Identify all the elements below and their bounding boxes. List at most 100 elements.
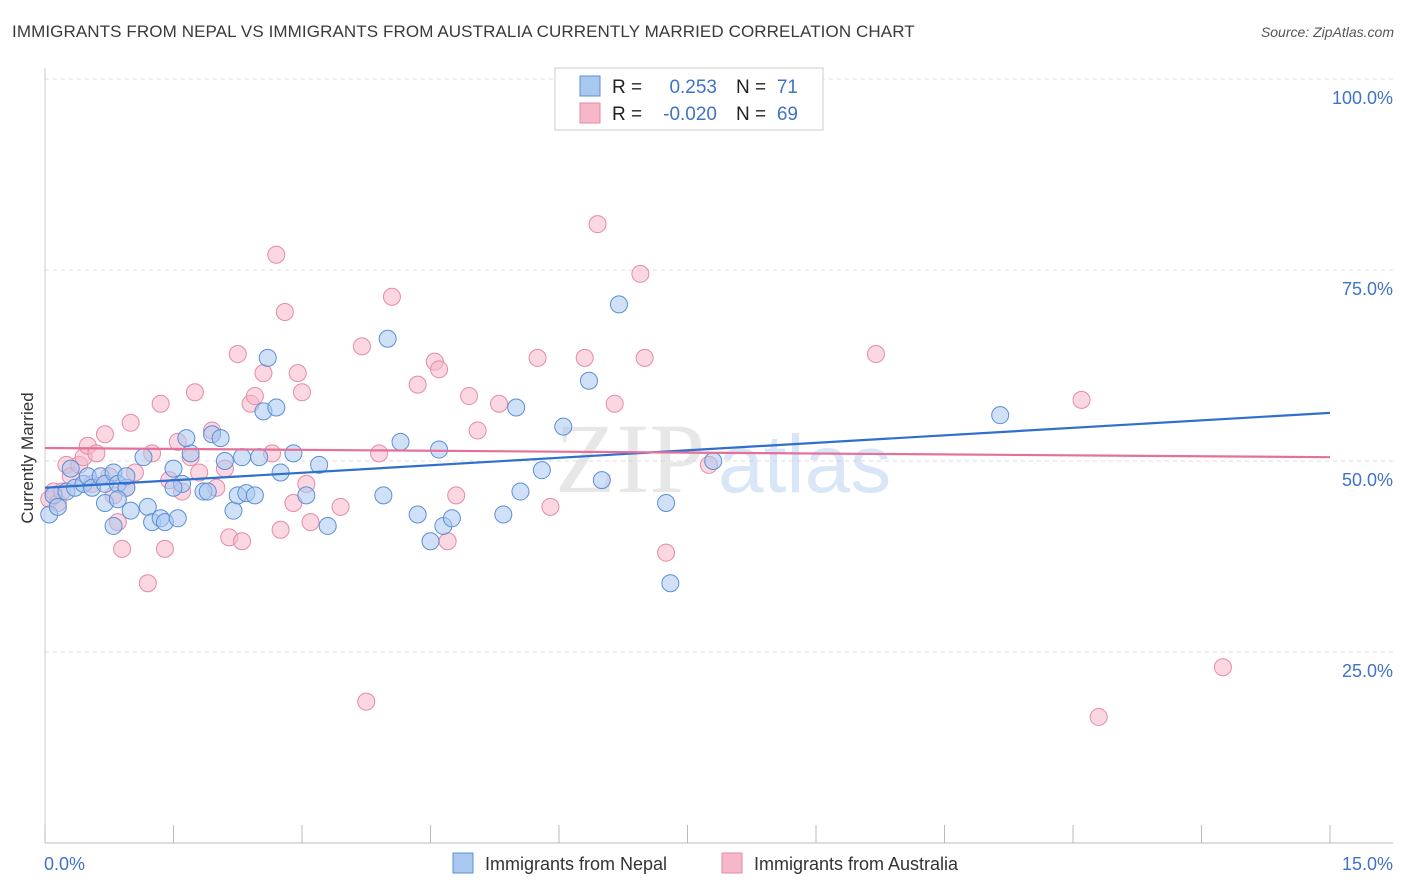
legend-n-label: N = xyxy=(736,104,766,125)
data-point xyxy=(267,398,286,417)
data-point xyxy=(48,497,67,516)
legend-r-label: R = xyxy=(612,104,642,125)
data-point xyxy=(370,444,389,463)
data-point xyxy=(198,482,217,501)
data-point xyxy=(438,532,457,551)
data-point xyxy=(1089,707,1108,726)
data-point xyxy=(579,371,598,390)
x-tick-label-max: 15.0% xyxy=(1342,854,1393,874)
gridlines xyxy=(45,78,1393,653)
data-point xyxy=(661,574,680,593)
data-point xyxy=(95,425,114,444)
data-point xyxy=(121,501,140,520)
data-point xyxy=(293,383,311,402)
data-point xyxy=(391,432,410,451)
y-tick-label: 25.0% xyxy=(1342,661,1393,681)
y-tick-labels: 100.0% 75.0% 50.0% 25.0% xyxy=(1332,88,1393,681)
data-point xyxy=(408,505,427,524)
legend-n-value: 69 xyxy=(777,104,798,125)
y-tick-label: 50.0% xyxy=(1342,470,1393,490)
data-point xyxy=(532,461,551,480)
data-point xyxy=(507,398,526,417)
data-point xyxy=(155,539,174,558)
data-point xyxy=(271,463,290,482)
data-point xyxy=(430,440,449,459)
data-point xyxy=(468,421,487,440)
data-point xyxy=(991,406,1010,425)
data-point xyxy=(357,692,376,711)
data-point xyxy=(378,329,397,348)
data-point xyxy=(245,486,264,505)
data-point xyxy=(374,486,393,505)
data-point xyxy=(233,448,252,467)
data-point xyxy=(228,345,247,364)
legend-swatch-australia xyxy=(579,102,601,124)
data-point xyxy=(421,532,440,551)
data-point xyxy=(331,497,350,516)
data-point xyxy=(447,486,466,505)
watermark-atlas: atlas xyxy=(718,419,891,510)
data-point xyxy=(352,337,371,356)
data-point xyxy=(284,444,303,463)
y-tick-label: 100.0% xyxy=(1332,88,1393,108)
data-point xyxy=(181,444,200,463)
legend-r-value: -0.020 xyxy=(663,104,717,125)
data-point xyxy=(1213,658,1232,677)
data-point xyxy=(215,452,234,470)
data-point xyxy=(588,215,607,234)
data-point xyxy=(657,543,676,562)
data-point xyxy=(190,463,209,482)
data-point xyxy=(275,303,294,322)
watermark-zip: ZIP xyxy=(555,403,705,514)
trendline-nepal xyxy=(44,411,1331,489)
data-point xyxy=(224,501,243,520)
axes xyxy=(44,68,1393,844)
data-point xyxy=(635,348,654,367)
data-point xyxy=(138,574,157,593)
x-tick-label-min: 0.0% xyxy=(44,854,85,874)
data-point xyxy=(704,452,723,470)
series-nepal-points xyxy=(40,295,1010,593)
legend-r-label: R = xyxy=(612,77,642,98)
data-point xyxy=(1072,390,1091,409)
data-point xyxy=(528,348,547,367)
data-point xyxy=(108,490,127,509)
data-point xyxy=(408,375,427,394)
data-point xyxy=(301,513,320,532)
data-point xyxy=(554,417,573,436)
data-point xyxy=(185,383,204,402)
bottom-legend: Immigrants from Nepal Immigrants from Au… xyxy=(452,852,959,874)
data-point xyxy=(592,471,611,490)
data-point xyxy=(121,413,140,432)
data-point xyxy=(490,394,509,413)
data-point xyxy=(258,348,277,367)
data-point xyxy=(151,394,170,413)
data-point xyxy=(310,455,329,474)
data-point xyxy=(104,516,123,535)
data-point xyxy=(134,448,153,467)
data-point xyxy=(494,505,513,524)
data-point xyxy=(164,459,183,478)
data-point xyxy=(460,387,479,406)
data-point xyxy=(575,348,594,367)
legend-box: R = 0.253 N = 71 R = -0.020 N = 69 xyxy=(554,67,824,131)
chart-title: IMMIGRANTS FROM NEPAL VS IMMIGRANTS FROM… xyxy=(12,22,915,41)
data-point xyxy=(164,478,183,497)
data-point xyxy=(318,516,337,535)
data-point xyxy=(605,394,624,413)
data-point xyxy=(297,486,316,505)
legend-n-label: N = xyxy=(736,77,766,98)
trendline-australia xyxy=(44,446,1331,459)
source-credit: Source: ZipAtlas.com xyxy=(1260,24,1394,40)
data-point xyxy=(288,364,307,383)
data-point xyxy=(541,497,560,516)
legend-n-value: 71 xyxy=(777,77,798,98)
bottom-legend-label-australia: Immigrants from Australia xyxy=(754,854,959,874)
legend-r-value: 0.253 xyxy=(669,77,717,98)
data-point xyxy=(245,387,264,406)
y-tick-label: 75.0% xyxy=(1342,279,1393,299)
data-point xyxy=(61,459,80,478)
data-point xyxy=(113,539,132,558)
trendlines xyxy=(44,411,1331,489)
